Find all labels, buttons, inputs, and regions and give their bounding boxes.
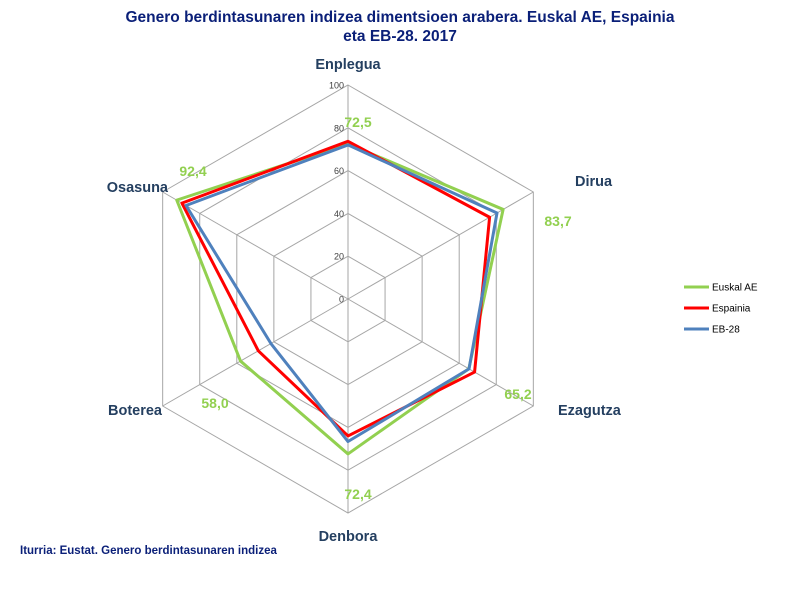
series-line-espainia: [180, 139, 492, 438]
tick-label-80: 80: [334, 123, 344, 133]
category-label-osasuna: Osasuna: [107, 180, 169, 196]
tick-label-40: 40: [334, 209, 344, 219]
legend-label-euskal-ae: Euskal AE: [712, 283, 758, 294]
category-label-boterea: Boterea: [108, 403, 163, 419]
series-line-eb-28: [184, 143, 499, 444]
chart-title-line-1: Genero berdintasunaren indizea dimentsio…: [125, 9, 675, 26]
category-label-dirua: Dirua: [575, 174, 613, 190]
tick-label-20: 20: [334, 252, 344, 262]
tick-label-100: 100: [329, 81, 344, 91]
tick-label-0: 0: [339, 295, 344, 305]
data-label-denbora: 72,4: [344, 486, 371, 502]
data-label-dirua: 83,7: [544, 213, 571, 229]
tick-label-60: 60: [334, 166, 344, 176]
chart-title: Genero berdintasunaren indizea dimentsio…: [0, 8, 800, 46]
legend-label-espainia: Espainia: [712, 304, 751, 315]
axis-spoke-1: [347, 191, 534, 300]
series-line-euskal-ae: [175, 142, 505, 456]
data-label-enplegua: 72,5: [344, 114, 371, 130]
category-label-ezagutza: Ezagutza: [558, 403, 622, 419]
axis-spoke-4: [162, 298, 349, 407]
axis-spoke-5: [162, 191, 349, 300]
legend-label-eb-28: EB-28: [712, 325, 740, 336]
category-label-denbora: Denbora: [319, 529, 379, 545]
data-label-ezagutza: 65,2: [504, 386, 531, 402]
data-label-boterea: 58,0: [201, 395, 228, 411]
chart-title-line-2: eta EB-28. 2017: [343, 28, 457, 45]
data-label-osasuna: 92,4: [179, 163, 206, 179]
category-label-enplegua: Enplegua: [315, 57, 381, 73]
axis-spoke-2: [347, 298, 534, 407]
source-note: Iturria: Eustat. Genero berdintasunaren …: [20, 545, 277, 557]
